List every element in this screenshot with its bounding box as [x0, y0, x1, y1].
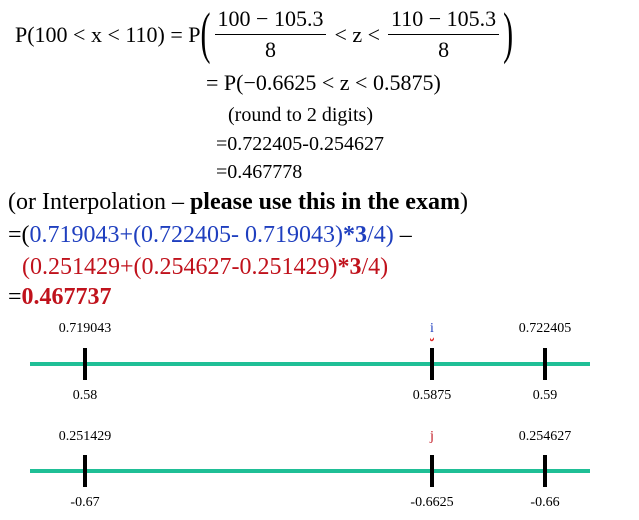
top-label: 0.251429 [58, 429, 112, 444]
top-label: 0.254627 [518, 429, 572, 444]
text: ) [459, 189, 468, 215]
bottom-label: 0.58 [72, 388, 98, 403]
note: (round to 2 digits) [228, 104, 373, 126]
denominator: 8 [438, 37, 450, 62]
text: /4) [361, 254, 389, 280]
text: (or Interpolation – [8, 189, 190, 215]
text: *3 [343, 222, 368, 248]
bottom-label: -0.67 [70, 495, 100, 510]
text: (0.251429+(0.254627-0.251429) [22, 254, 338, 280]
interp-line: =0.467737 [8, 284, 112, 311]
text: *3 [337, 254, 362, 280]
interp-line: (0.251429+(0.254627-0.251429)*3/4) [22, 254, 388, 281]
paren: ( [200, 2, 211, 65]
formula: P(100 < x < 110) = P ( 100 − 105.3 8 < z… [15, 2, 513, 65]
bottom-label: 0.5875 [412, 388, 452, 403]
text: /4) [367, 222, 394, 248]
text: – [393, 222, 412, 248]
top-label: 0.722405 [518, 321, 572, 336]
numerator: 100 − 105.3 [214, 6, 327, 35]
step: =0.722405-0.254627 [216, 133, 384, 155]
paren: ) [503, 2, 514, 65]
formula-lhs: P(100 < x < 110) = P [15, 21, 201, 47]
numerator: 110 − 105.3 [388, 6, 500, 35]
bottom-label: -0.66 [530, 495, 560, 510]
text: = [8, 284, 22, 310]
interp-line: =(0.719043+(0.722405- 0.719043)*3/4) – [8, 222, 412, 249]
interp-intro: (or Interpolation – please use this in t… [8, 189, 468, 216]
fraction: 100 − 105.3 8 [214, 6, 327, 63]
top-label: j [430, 429, 434, 444]
bottom-label: -0.6625 [410, 495, 454, 510]
text: =( [8, 222, 30, 248]
denominator: 8 [264, 37, 276, 62]
formula-middle: < z < [334, 21, 381, 47]
bottom-label: 0.59 [532, 388, 558, 403]
fraction: 110 − 105.3 8 [388, 6, 500, 63]
step: = P(−0.6625 < z < 0.5875) [206, 70, 441, 95]
top-label: i [430, 321, 434, 336]
text: 0.467737 [21, 284, 112, 310]
top-label: 0.719043 [58, 321, 112, 336]
step: =0.467778 [216, 161, 303, 183]
text: 0.719043+(0.722405- 0.719043) [29, 222, 344, 248]
text: please use this in the exam [189, 189, 460, 215]
